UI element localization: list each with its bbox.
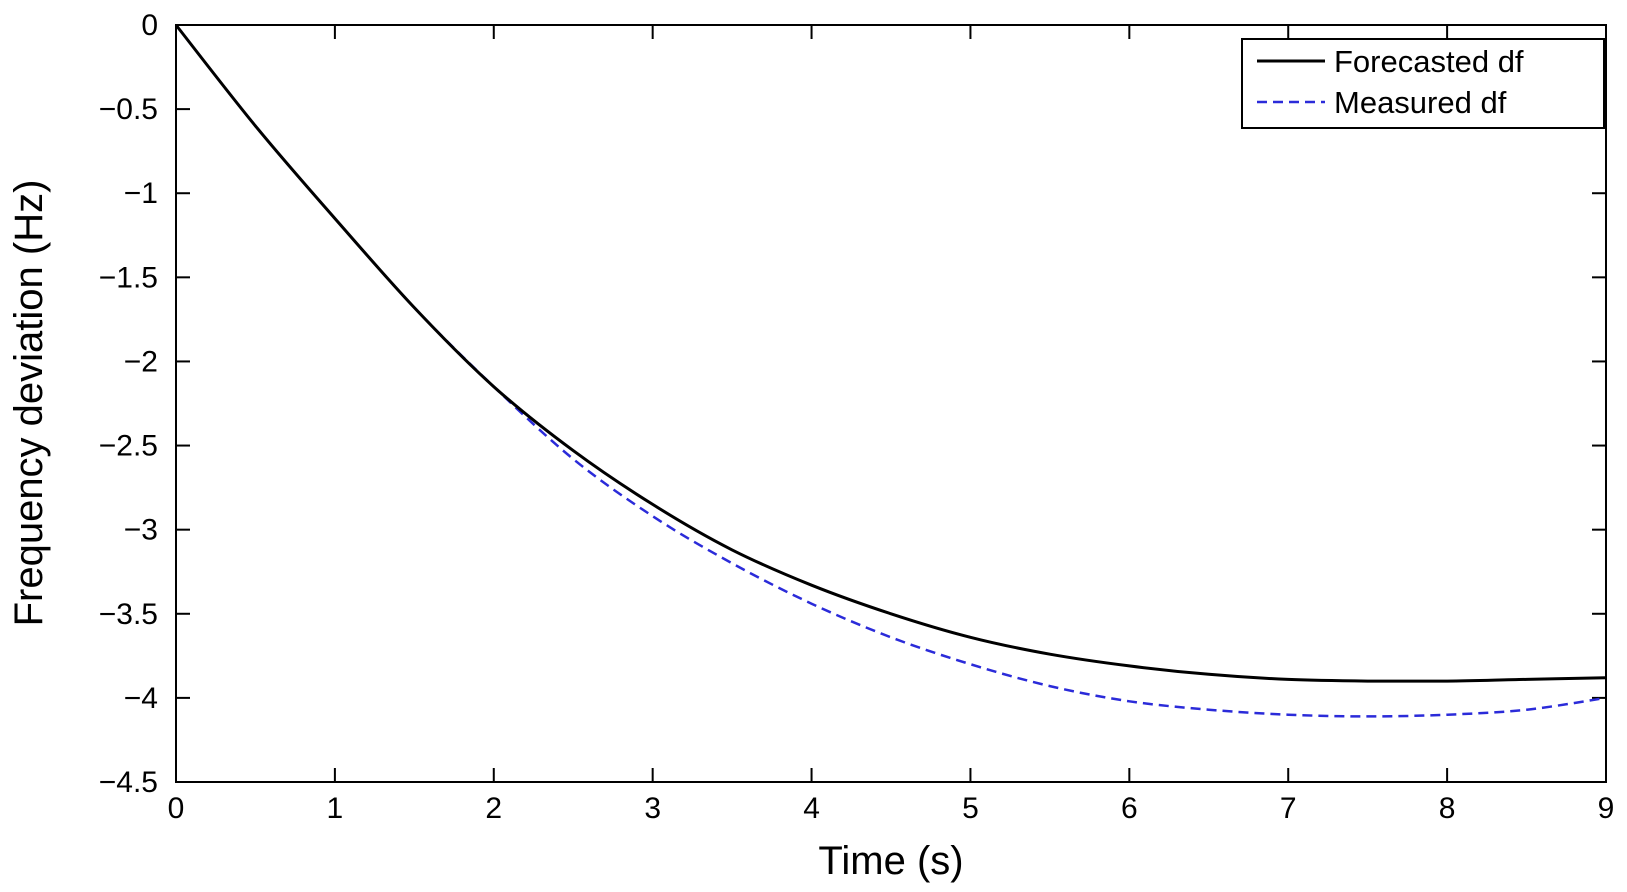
y-tick-label: 0 [141, 9, 158, 42]
x-tick-label: 4 [803, 792, 820, 825]
x-axis-label: Time (s) [818, 839, 963, 883]
plot-frame [175, 24, 1607, 783]
series-layer [174, 24, 1607, 718]
y-tick-label: −2.5 [99, 430, 158, 463]
x-tick-label: 7 [1280, 792, 1297, 825]
plot-background [176, 25, 1606, 782]
y-tick-labels: 0 −0.5 −1 −1.5 −2 −2.5 −3 −3.5 −4 −4.5 [99, 9, 158, 799]
y-tick-label: −2 [124, 345, 158, 378]
x-tick-label: 1 [327, 792, 344, 825]
x-tick-label: 9 [1598, 792, 1615, 825]
x-tick-label: 8 [1439, 792, 1456, 825]
series-forecasted-line [174, 24, 1607, 683]
x-tick-label: 0 [168, 792, 185, 825]
x-tick-label: 3 [644, 792, 661, 825]
legend: Forecasted df Measured df [1241, 38, 1605, 129]
y-tick-label: −3 [124, 514, 158, 547]
y-tick-label: −4.5 [99, 766, 158, 799]
legend-box [1241, 38, 1605, 129]
y-tick-label: −3.5 [99, 598, 158, 631]
y-tick-label: −1.5 [99, 261, 158, 294]
x-tick-label: 6 [1121, 792, 1138, 825]
x-tick-label: 5 [962, 792, 979, 825]
y-tick-label: −0.5 [99, 93, 158, 126]
y-axis-label: Frequency deviation (Hz) [7, 180, 51, 627]
y-tick-label: −1 [124, 177, 158, 210]
x-tick-labels: 0 1 2 3 4 5 6 7 8 9 [168, 792, 1615, 825]
x-tick-label: 2 [485, 792, 502, 825]
legend-label-forecasted: Forecasted df [1334, 44, 1524, 79]
legend-label-measured: Measured df [1334, 85, 1507, 120]
y-tick-label: −4 [124, 682, 158, 715]
